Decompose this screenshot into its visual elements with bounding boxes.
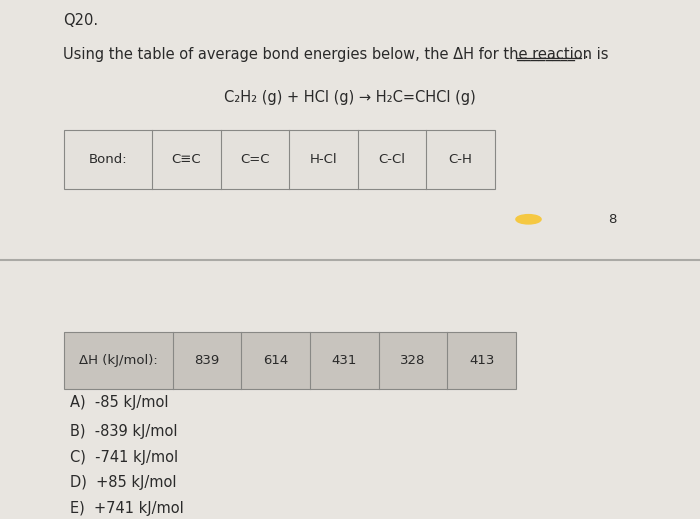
- Text: 431: 431: [332, 354, 357, 367]
- Bar: [64, 130, 495, 189]
- Text: 614: 614: [263, 354, 288, 367]
- Text: 413: 413: [469, 354, 494, 367]
- Text: Q20.: Q20.: [63, 13, 98, 28]
- Text: C=C: C=C: [240, 153, 270, 166]
- Bar: [64, 332, 516, 389]
- Text: C)  -741 kJ/mol: C) -741 kJ/mol: [70, 449, 178, 465]
- Text: C≡C: C≡C: [172, 153, 201, 166]
- Text: E)  +741 kJ/mol: E) +741 kJ/mol: [70, 501, 183, 516]
- Circle shape: [516, 215, 541, 224]
- Text: ________: ________: [516, 46, 575, 61]
- Text: ΔH (kJ/mol):: ΔH (kJ/mol):: [79, 354, 158, 367]
- Text: .: .: [584, 46, 589, 61]
- Bar: [64, 130, 495, 189]
- Text: 839: 839: [195, 354, 220, 367]
- Text: D)  +85 kJ/mol: D) +85 kJ/mol: [70, 475, 176, 490]
- Text: Using the table of average bond energies below, the ΔH for the reaction is: Using the table of average bond energies…: [63, 47, 608, 62]
- Text: C-H: C-H: [449, 153, 472, 166]
- Text: 8: 8: [608, 213, 617, 226]
- Text: Bond:: Bond:: [89, 153, 127, 166]
- Text: B)  -839 kJ/mol: B) -839 kJ/mol: [70, 424, 178, 439]
- Text: A)  -85 kJ/mol: A) -85 kJ/mol: [70, 395, 169, 410]
- Text: H-Cl: H-Cl: [309, 153, 337, 166]
- Text: 328: 328: [400, 354, 426, 367]
- Bar: [64, 332, 516, 389]
- Text: C₂H₂ (g) + HCl (g) → H₂C=CHCl (g): C₂H₂ (g) + HCl (g) → H₂C=CHCl (g): [224, 90, 476, 104]
- Text: C-Cl: C-Cl: [379, 153, 405, 166]
